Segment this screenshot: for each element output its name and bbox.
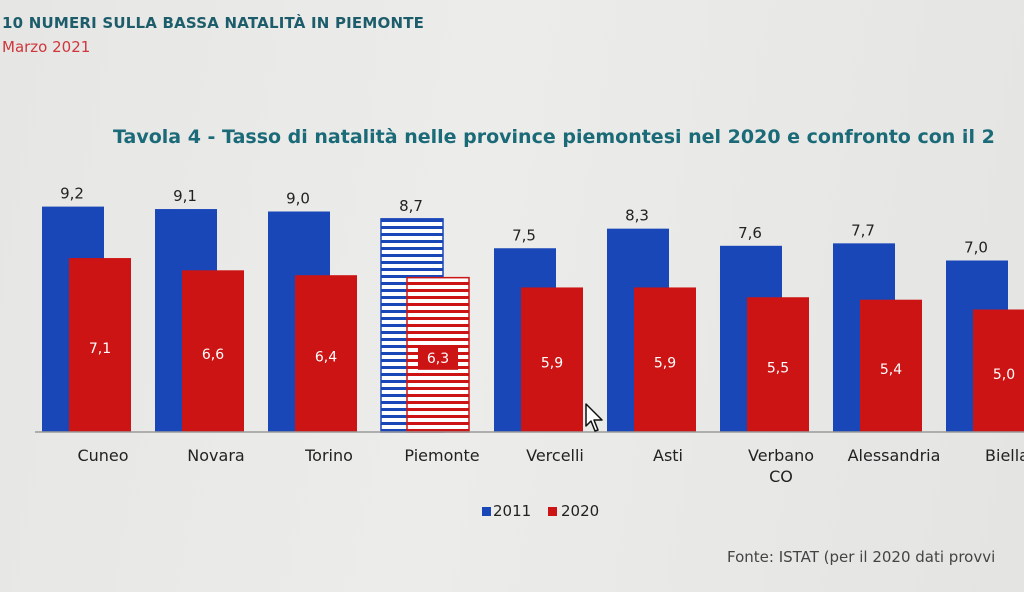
data-label-2011: 7,5 — [512, 226, 536, 244]
data-label-2020: 7,1 — [89, 341, 111, 357]
bar-2020-torino — [295, 275, 357, 432]
chart-title: Tavola 4 - Tasso di natalità nelle provi… — [113, 126, 995, 148]
category-label: Piemonte — [404, 446, 479, 465]
data-label-2011: 9,1 — [173, 187, 197, 205]
bar-2020-vercelli — [521, 287, 583, 432]
data-label-2011: 8,7 — [399, 197, 423, 215]
data-label-2011: 9,0 — [286, 190, 310, 208]
data-label-2020: 6,6 — [202, 347, 224, 363]
data-label-2020: 5,4 — [880, 362, 902, 378]
bar-2020-novara — [182, 270, 244, 432]
mouse-cursor-icon — [585, 403, 603, 432]
category-label: Alessandria — [848, 446, 941, 465]
data-label-2011: 9,2 — [60, 185, 84, 203]
data-label-2020: 5,0 — [993, 367, 1015, 383]
bar-2020-verbano-co — [747, 297, 809, 432]
report-date: Marzo 2021 — [2, 38, 91, 56]
category-label: Cuneo — [77, 446, 128, 465]
data-label-2020: 5,9 — [541, 356, 563, 372]
bar-2020-asti — [634, 287, 696, 432]
bar-chart: 9,2 7,1 Cuneo 9,1 6,6 Novara 9,0 6,4 Torino 8,7 6,… — [35, 185, 1024, 520]
legend-label-2020: 2020 — [561, 502, 599, 520]
data-label-2011: 8,3 — [625, 207, 649, 225]
data-label-2011: 7,6 — [738, 224, 762, 242]
bar-2020-biella — [973, 309, 1024, 432]
category-label: Novara — [187, 446, 244, 465]
legend-swatch-2020 — [548, 507, 557, 516]
legend-swatch-2011 — [482, 507, 491, 516]
data-label-2020: 6,4 — [315, 350, 337, 366]
category-label: Asti — [653, 446, 683, 465]
category-label: Torino — [304, 446, 353, 465]
legend-label-2011: 2011 — [493, 502, 531, 520]
bar-2020-cuneo — [69, 258, 131, 432]
bar-2020-alessandria — [860, 299, 922, 432]
category-label: CO — [769, 467, 793, 486]
data-label-2011: 7,0 — [964, 239, 988, 257]
data-label-2020: 5,9 — [654, 356, 676, 372]
data-label-2020: 5,5 — [767, 361, 789, 377]
data-label-bg — [418, 347, 458, 370]
report-title: 10 NUMERI SULLA BASSA NATALITÀ IN PIEMON… — [2, 14, 425, 32]
category-label: Biella — [985, 446, 1024, 465]
category-label: Verbano — [748, 446, 814, 465]
category-label: Vercelli — [526, 446, 584, 465]
data-label-2020: 6,3 — [427, 351, 449, 367]
source-note: Fonte: ISTAT (per il 2020 dati provvi — [727, 548, 996, 566]
data-label-2011: 7,7 — [851, 221, 875, 239]
